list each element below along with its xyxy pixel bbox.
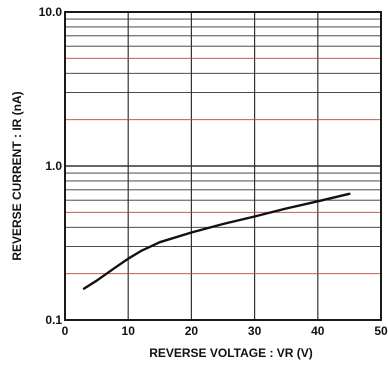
x-tick-label: 10 xyxy=(122,324,136,338)
x-tick-label: 30 xyxy=(248,324,262,338)
grid xyxy=(65,12,381,320)
x-axis-title: REVERSE VOLTAGE : VR (V) xyxy=(149,346,313,360)
x-tick-label: 40 xyxy=(311,324,325,338)
series-line-0 xyxy=(82,192,351,290)
x-tick-label: 50 xyxy=(374,324,388,338)
plot-frame xyxy=(64,11,382,321)
tick-labels: 0 10 20 30 40 50 0.1 1.0 10.0 xyxy=(39,5,388,338)
series-layer xyxy=(82,192,351,290)
y-tick-label: 10.0 xyxy=(39,5,63,19)
x-tick-label: 0 xyxy=(62,324,69,338)
x-tick-label: 20 xyxy=(185,324,199,338)
y-axis-title: REVERSE CURRENT : IR (nA) xyxy=(10,91,24,260)
y-tick-label: 1.0 xyxy=(45,159,62,173)
y-tick-label: 0.1 xyxy=(45,313,62,327)
